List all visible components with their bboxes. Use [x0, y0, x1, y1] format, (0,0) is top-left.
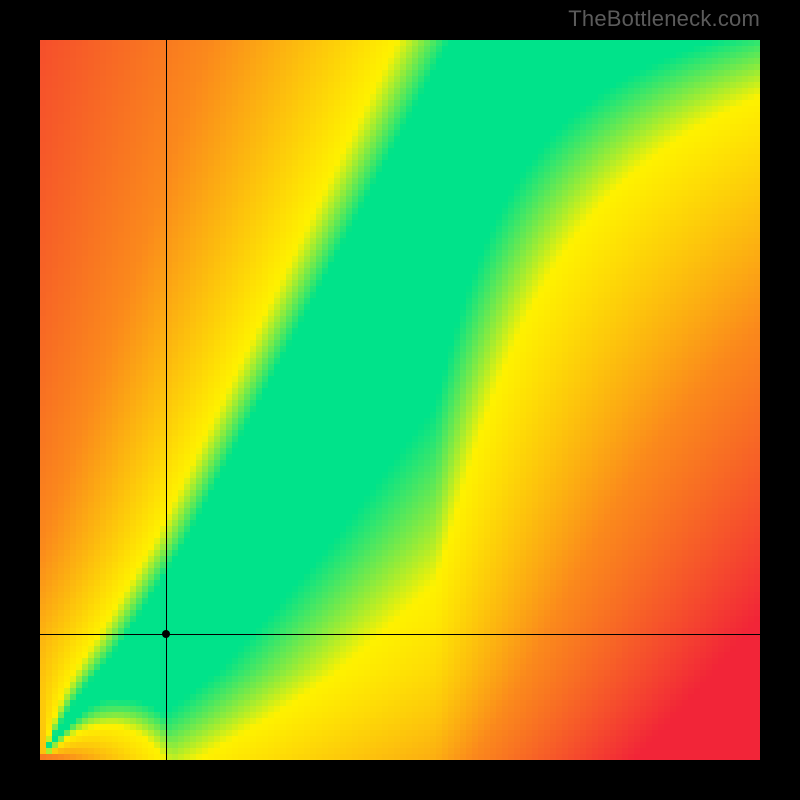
chart-container: TheBottleneck.com — [0, 0, 800, 800]
crosshair-horizontal-line — [40, 634, 760, 635]
crosshair-dot — [162, 630, 170, 638]
crosshair-vertical-line — [166, 40, 167, 760]
attribution-text: TheBottleneck.com — [568, 6, 760, 32]
heatmap-canvas — [40, 40, 760, 760]
heatmap-plot-area — [40, 40, 760, 760]
